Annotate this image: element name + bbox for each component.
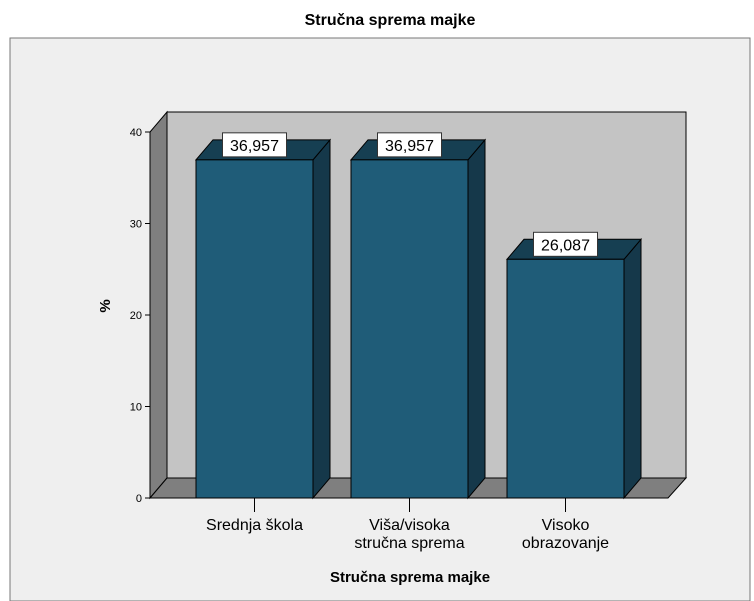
bar — [195, 159, 314, 499]
y-axis-title: % — [97, 299, 114, 312]
bar-side — [467, 138, 486, 500]
y-tick-label: 40 — [130, 127, 142, 139]
x-tick-label-line: Viša/visoka — [369, 517, 450, 534]
x-tick-label-line: stručna sprema — [354, 535, 464, 552]
chart-title: Stručna sprema majke — [305, 12, 476, 29]
x-tick-label: Visoko obrazovanje — [522, 517, 609, 552]
bar-side — [312, 138, 331, 500]
data-label: 26,087 — [541, 237, 590, 254]
bar-side — [623, 237, 642, 500]
x-axis: Srednja škola Viša/visoka stručna spremaVi… — [206, 498, 609, 552]
x-axis-title: Stručna sprema majke — [330, 569, 490, 586]
data-label-box — [222, 132, 287, 158]
y-tick-label: 20 — [130, 310, 142, 322]
bar-group: 36,957 — [194, 132, 332, 500]
x-tick-label: Srednja škola — [206, 517, 303, 534]
x-tick-label-line: Visoko — [542, 517, 590, 534]
x-tick-label-line: obrazovanje — [522, 535, 609, 552]
x-tick-label: Viša/visoka stručna sprema — [354, 517, 464, 552]
data-label-box — [377, 132, 442, 158]
plot-left-wall — [149, 110, 168, 500]
data-label-box — [533, 231, 598, 257]
x-tick-label-line: Srednja škola — [206, 517, 303, 534]
y-tick-label: 10 — [130, 402, 142, 414]
y-tick-label: 0 — [136, 493, 142, 505]
bar — [506, 258, 625, 499]
data-label: 36,957 — [385, 138, 434, 155]
bar-group: 36,957 — [349, 132, 487, 500]
y-axis: 0 10 20 30 40 — [130, 127, 150, 505]
y-tick-label: 30 — [130, 219, 142, 231]
bar — [350, 159, 469, 499]
bars-layer: 36,957 36,957 26,087 — [194, 132, 643, 500]
bar-group: 26,087 — [505, 231, 643, 500]
data-label: 36,957 — [230, 138, 279, 155]
